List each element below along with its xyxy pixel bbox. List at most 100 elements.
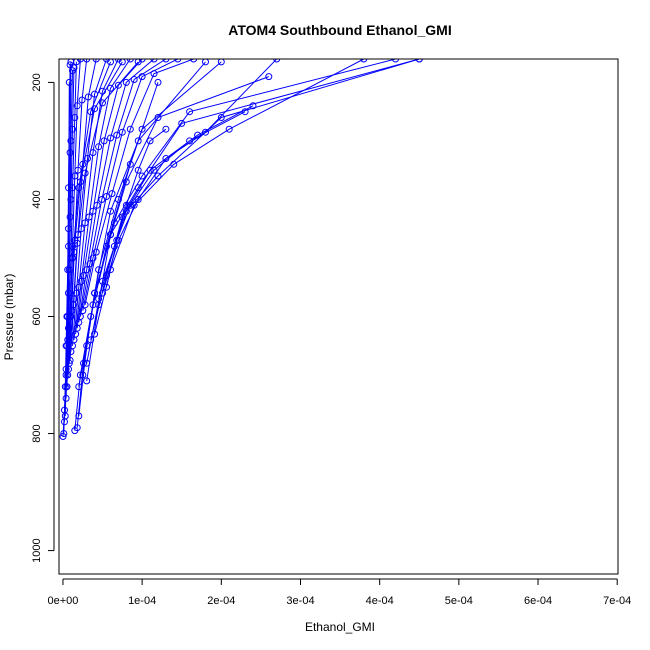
data-point: [100, 137, 108, 145]
data-point: [146, 137, 154, 145]
data-point: [83, 359, 91, 367]
data-point: [134, 166, 142, 174]
data-point: [138, 73, 146, 81]
series-line: [72, 59, 107, 346]
series-line: [106, 128, 167, 288]
data-point: [60, 430, 68, 437]
data-point: [122, 78, 130, 86]
data-point: [89, 301, 97, 309]
data-point: [75, 412, 83, 420]
data-point: [360, 59, 368, 63]
data-point: [91, 289, 99, 297]
data-point: [66, 149, 74, 157]
data-point: [113, 236, 121, 244]
data-point: [103, 283, 110, 291]
data-point: [83, 377, 91, 385]
data-point: [91, 330, 99, 338]
data-point: [66, 356, 74, 364]
data-point: [62, 394, 70, 402]
data-point: [174, 59, 182, 63]
series-line: [73, 59, 119, 340]
data-point: [86, 260, 94, 268]
y-axis-label: Pressure (mbar): [2, 274, 16, 361]
data-point: [134, 137, 142, 145]
data-point: [63, 383, 71, 391]
data-point: [87, 336, 95, 344]
x-tick-label: 4e-04: [366, 595, 394, 607]
data-point: [122, 178, 130, 186]
y-tick-label: 1000: [31, 538, 43, 562]
series-line: [66, 61, 111, 387]
data-point: [265, 73, 273, 81]
x-tick-label: 2e-04: [207, 595, 235, 607]
y-tick-label: 200: [31, 73, 43, 91]
data-point: [162, 59, 170, 63]
data-point: [150, 70, 158, 78]
data-point: [103, 59, 110, 63]
data-point: [225, 125, 233, 133]
data-point: [99, 289, 106, 297]
data-point: [77, 277, 85, 285]
data-point: [61, 412, 69, 420]
data-point: [126, 201, 134, 209]
series-16: [79, 59, 182, 315]
series-31: [65, 59, 126, 373]
data-point: [69, 125, 76, 133]
data-point: [70, 64, 78, 72]
data-point: [107, 207, 114, 215]
data-point: [138, 59, 146, 63]
data-point: [59, 433, 67, 440]
series-line: [68, 61, 123, 370]
data-point: [118, 59, 126, 66]
series-21: [83, 73, 273, 385]
data-point: [107, 134, 114, 142]
data-point: [190, 59, 198, 63]
data-point: [95, 143, 103, 151]
data-point: [81, 301, 89, 309]
x-tick-label: 3e-04: [286, 595, 314, 607]
x-axis-label: Ethanol_GMI: [305, 620, 375, 634]
data-point: [92, 59, 100, 63]
data-point: [154, 172, 162, 180]
data-point: [162, 125, 170, 133]
data-point: [249, 102, 257, 110]
data-point: [79, 371, 87, 379]
data-point: [81, 169, 89, 177]
x-tick-label: 5e-04: [445, 595, 473, 607]
data-point: [78, 96, 86, 104]
data-point: [67, 313, 75, 320]
data-point: [130, 76, 138, 83]
data-point: [170, 160, 178, 168]
data-point: [126, 59, 134, 63]
data-point: [154, 78, 162, 86]
data-point: [113, 131, 121, 139]
series-12: [72, 59, 134, 338]
y-tick-label: 600: [31, 307, 43, 325]
data-point: [202, 128, 209, 136]
data-point: [114, 59, 122, 63]
data-point: [83, 266, 91, 274]
data-point: [76, 178, 84, 186]
series-28: [99, 59, 281, 297]
series-line: [76, 59, 143, 329]
data-point: [114, 81, 122, 89]
data-point: [108, 190, 116, 198]
data-point: [84, 93, 92, 101]
data-point: [162, 155, 170, 162]
data-point: [134, 59, 142, 66]
data-point: [241, 108, 249, 116]
data-point: [89, 254, 97, 262]
data-point: [69, 301, 77, 309]
data-point: [150, 166, 158, 174]
data-point: [92, 248, 100, 256]
data-point: [150, 59, 158, 63]
series-line: [82, 59, 179, 311]
data-point: [118, 128, 126, 136]
data-point: [202, 59, 209, 66]
data-point: [273, 59, 281, 63]
data-point: [107, 59, 114, 66]
data-point: [72, 289, 80, 297]
x-axis: 0e+00 1e-04 2e-04 3e-04 4e-04 5e-04 6e-04 7e-04: [48, 578, 631, 607]
series-line: [86, 59, 420, 364]
data-point: [93, 201, 101, 209]
